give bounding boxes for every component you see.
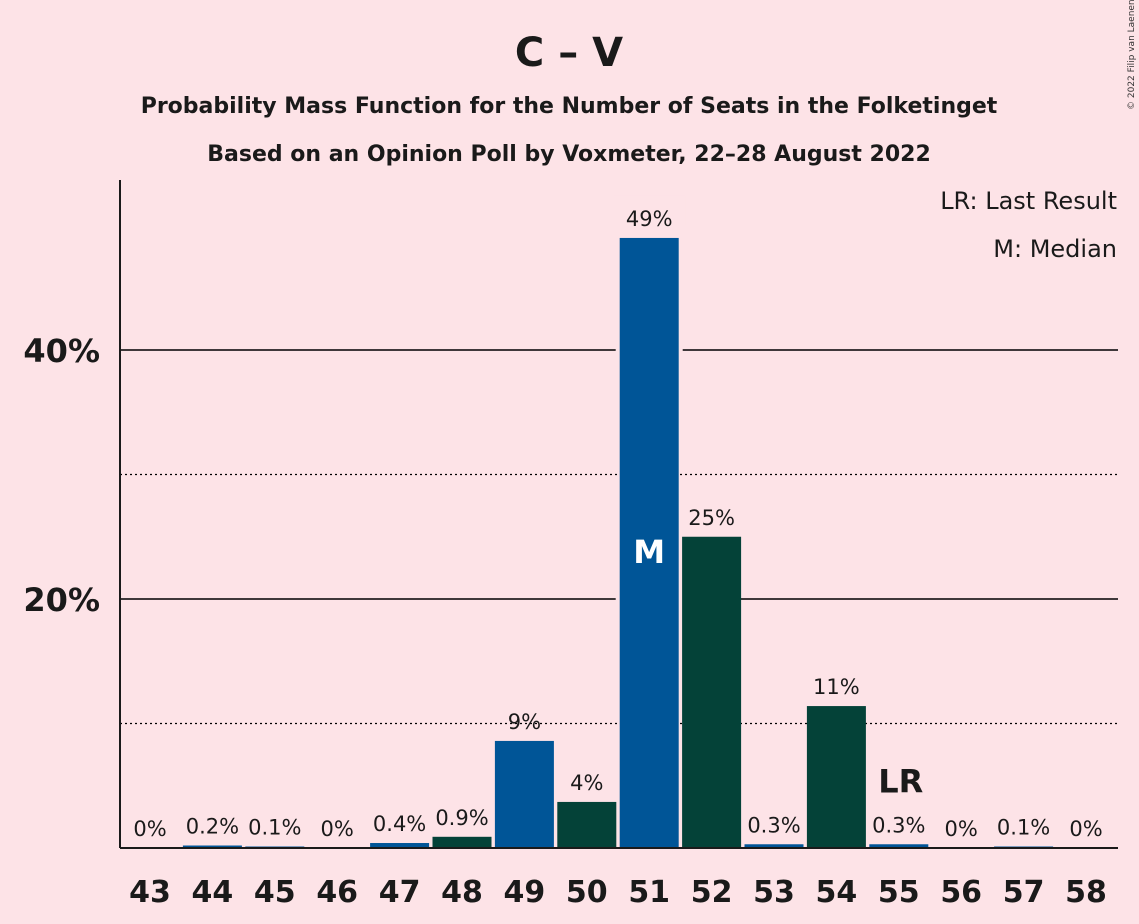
bar-50: [557, 801, 617, 848]
data-label-55: 0.3%: [872, 813, 925, 837]
x-tick-49: 49: [504, 875, 546, 910]
legend-last-result: LR: Last Result: [940, 187, 1117, 215]
data-label-44: 0.2%: [186, 815, 239, 839]
data-labels-group: 0% 0.2% 0.1% 0% 0.4% 0.9% 9% 4% 49% M 25% 0.3% 11% 0.…: [133, 195, 1103, 841]
y-tick-label: 40%: [23, 332, 100, 370]
x-tick-50: 50: [566, 875, 608, 910]
x-tick-51: 51: [628, 875, 670, 910]
bar-51: [619, 237, 679, 848]
last-result-marker: LR: [878, 762, 923, 800]
data-label-58: 0%: [1069, 817, 1102, 841]
data-label-50: 4%: [570, 771, 603, 795]
x-tick-48: 48: [441, 875, 483, 910]
data-label-52: 25%: [688, 506, 735, 530]
x-tick-labels: 43 44 45 46 47 48 49 50 51 52 53 54 55 56 57 58: [129, 875, 1107, 910]
bars-group: [182, 237, 1054, 848]
bar-48: [432, 836, 492, 848]
x-tick-46: 46: [316, 875, 358, 910]
data-label-48: 0.9%: [435, 806, 488, 830]
bar-52: [682, 536, 742, 848]
data-label-bg: [613, 195, 686, 226]
x-tick-57: 57: [1003, 875, 1045, 910]
bar-44: [182, 845, 242, 848]
x-tick-52: 52: [691, 875, 733, 910]
data-label-54: 11%: [813, 675, 860, 699]
chart-subtitle-2: Based on an Opinion Poll by Voxmeter, 22…: [207, 142, 931, 167]
data-label-57: 0.1%: [997, 816, 1050, 840]
x-tick-54: 54: [816, 875, 858, 910]
y-tick-label: 20%: [23, 581, 100, 619]
data-label-51: 49%: [626, 207, 673, 231]
data-label-53: 0.3%: [747, 813, 800, 837]
data-label-43: 0%: [133, 817, 166, 841]
bar-54: [806, 706, 866, 848]
x-tick-45: 45: [254, 875, 296, 910]
data-label-56: 0%: [945, 817, 978, 841]
data-label-45: 0.1%: [248, 816, 301, 840]
chart-title: C – V: [515, 30, 623, 76]
data-label-49: 9%: [508, 710, 541, 734]
data-label-46: 0%: [321, 817, 354, 841]
legend-median: M: Median: [993, 235, 1117, 263]
y-tick-labels: 20% 40%: [23, 332, 100, 619]
x-tick-47: 47: [379, 875, 421, 910]
median-marker: M: [633, 533, 665, 571]
copyright-text: © 2022 Filip van Laenen: [1127, 0, 1137, 110]
bar-55: [869, 844, 929, 848]
x-tick-43: 43: [129, 875, 171, 910]
x-tick-55: 55: [878, 875, 920, 910]
x-tick-53: 53: [753, 875, 795, 910]
gridlines: [120, 348, 1118, 725]
x-tick-56: 56: [940, 875, 982, 910]
bar-49: [494, 740, 554, 848]
bar-53: [744, 844, 804, 848]
x-tick-58: 58: [1065, 875, 1107, 910]
bar-47: [370, 843, 430, 848]
data-label-47: 0.4%: [373, 812, 426, 836]
x-tick-44: 44: [192, 875, 234, 910]
chart-subtitle-1: Probability Mass Function for the Number…: [141, 94, 998, 119]
